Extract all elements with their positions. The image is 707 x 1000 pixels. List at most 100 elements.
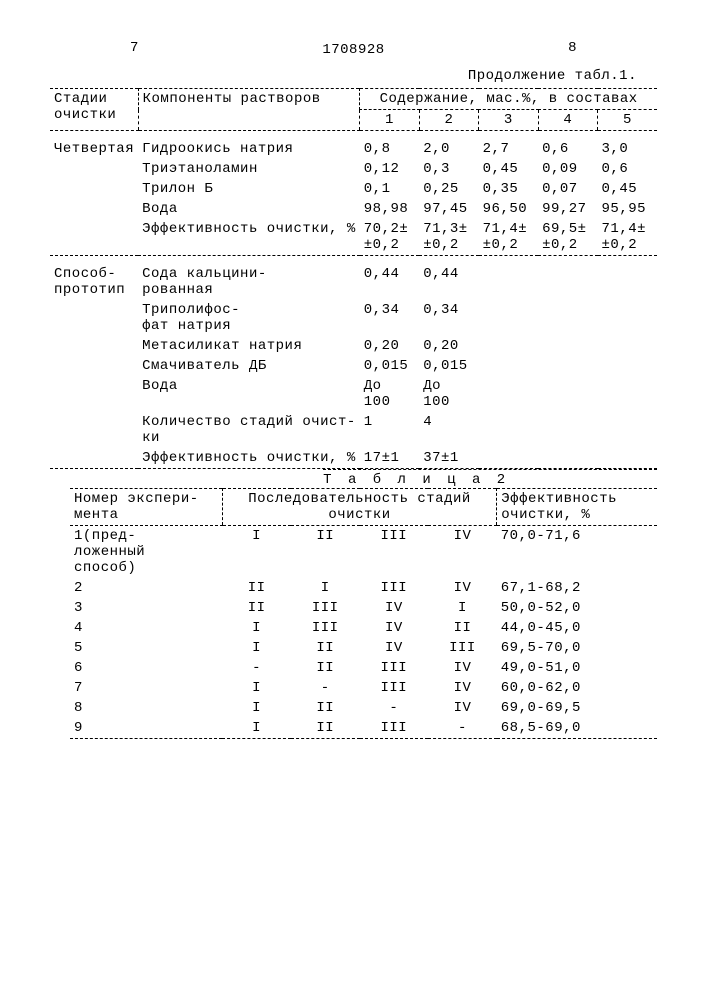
table-2: Номер экспери- мента Последовательность …	[70, 488, 657, 743]
cell: 1	[360, 412, 419, 448]
seq-cell: III	[360, 578, 429, 598]
cell: 71,4± ±0,2	[598, 219, 657, 256]
seq-cell: -	[222, 658, 291, 678]
table-2-title-text: Т а б л и ц а 2	[323, 472, 509, 488]
seq-cell: IV	[428, 698, 497, 718]
stage-proto: Способ- прототип	[50, 256, 138, 469]
eff-cell: 50,0-52,0	[497, 598, 657, 618]
eff-cell: 49,0-51,0	[497, 658, 657, 678]
seq-cell: II	[291, 638, 360, 658]
row-name: Вода	[138, 199, 360, 219]
seq-cell: I	[222, 678, 291, 698]
cell: 37±1	[419, 448, 478, 469]
cell: 98,98	[360, 199, 419, 219]
cell: 71,3± ±0,2	[419, 219, 478, 256]
hdr-num: Номер экспери- мента	[70, 489, 222, 526]
row-name: Триполифос- фат натрия	[138, 300, 360, 336]
row-name: Смачиватель ДБ	[138, 356, 360, 376]
table-1: Стадии очистки Компоненты растворов Соде…	[50, 88, 657, 469]
seq-cell: III	[428, 638, 497, 658]
seq-cell: III	[360, 718, 429, 739]
seq-cell: IV	[428, 678, 497, 698]
stage-4: Четвертая	[50, 131, 138, 256]
cell: 0,1	[360, 179, 419, 199]
cell: 71,4± ±0,2	[479, 219, 538, 256]
cell: 97,45	[419, 199, 478, 219]
cell: 96,50	[479, 199, 538, 219]
seq-cell: I	[222, 526, 291, 579]
eff-cell: 68,5-69,0	[497, 718, 657, 739]
exp-num: 8	[70, 698, 222, 718]
seq-cell: II	[428, 618, 497, 638]
row-name: Эффективность очистки, %	[138, 219, 360, 256]
exp-num: 4	[70, 618, 222, 638]
cell: 0,015	[419, 356, 478, 376]
seq-cell: IV	[428, 578, 497, 598]
seq-cell: IV	[428, 526, 497, 579]
hdr-comp: Компоненты растворов	[138, 89, 360, 131]
seq-cell: II	[222, 578, 291, 598]
cell: 0,25	[419, 179, 478, 199]
seq-cell: II	[291, 698, 360, 718]
cell: 0,44	[419, 256, 478, 301]
cell: 0,015	[360, 356, 419, 376]
exp-num: 7	[70, 678, 222, 698]
seq-cell: II	[222, 598, 291, 618]
hdr-stage: Стадии очистки	[50, 89, 138, 131]
cell: 0,45	[479, 159, 538, 179]
cell: 70,2± ±0,2	[360, 219, 419, 256]
seq-cell: III	[360, 658, 429, 678]
col-4: 4	[538, 110, 597, 131]
page-num-left: 7	[130, 40, 139, 56]
exp-num: 5	[70, 638, 222, 658]
cell: До 100	[360, 376, 419, 412]
cell: 0,09	[538, 159, 597, 179]
hdr-seq: Последовательность стадий очистки	[222, 489, 497, 526]
cell: 0,8	[360, 131, 419, 160]
row-name: Триэтаноламин	[138, 159, 360, 179]
seq-cell: -	[428, 718, 497, 739]
cell: 4	[419, 412, 478, 448]
cell: 0,07	[538, 179, 597, 199]
col-5: 5	[598, 110, 657, 131]
cell: 0,20	[419, 336, 478, 356]
eff-cell: 67,1-68,2	[497, 578, 657, 598]
page-num-right: 8	[568, 40, 577, 56]
seq-cell: II	[291, 526, 360, 579]
eff-cell: 70,0-71,6	[497, 526, 657, 579]
seq-cell: IV	[360, 618, 429, 638]
col-3: 3	[479, 110, 538, 131]
cell: 0,12	[360, 159, 419, 179]
row-name: Сода кальцини- рованная	[138, 256, 360, 301]
row-name: Вода	[138, 376, 360, 412]
document-number: 1708928	[50, 42, 657, 58]
seq-cell: I	[291, 578, 360, 598]
seq-cell: III	[291, 618, 360, 638]
continuation-label: Продолжение табл.1.	[50, 68, 637, 84]
cell: 0,44	[360, 256, 419, 301]
row-name: Метасиликат натрия	[138, 336, 360, 356]
seq-cell: I	[222, 718, 291, 739]
seq-cell: I	[428, 598, 497, 618]
cell: 0,34	[360, 300, 419, 336]
eff-cell: 69,5-70,0	[497, 638, 657, 658]
cell: 2,0	[419, 131, 478, 160]
cell: 95,95	[598, 199, 657, 219]
cell: 17±1	[360, 448, 419, 469]
seq-cell: IV	[360, 598, 429, 618]
seq-cell: I	[222, 618, 291, 638]
cell: 0,20	[360, 336, 419, 356]
cell: 0,6	[538, 131, 597, 160]
row-name: Эффективность очистки, %	[138, 448, 360, 469]
seq-cell: IV	[428, 658, 497, 678]
seq-cell: -	[291, 678, 360, 698]
row-name: Количество стадий очист- ки	[138, 412, 360, 448]
cell: 0,6	[598, 159, 657, 179]
cell: 99,27	[538, 199, 597, 219]
seq-cell: I	[222, 638, 291, 658]
cell: 3,0	[598, 131, 657, 160]
cell: 2,7	[479, 131, 538, 160]
hdr-eff: Эффективность очистки, %	[497, 489, 657, 526]
eff-cell: 60,0-62,0	[497, 678, 657, 698]
seq-cell: -	[360, 698, 429, 718]
